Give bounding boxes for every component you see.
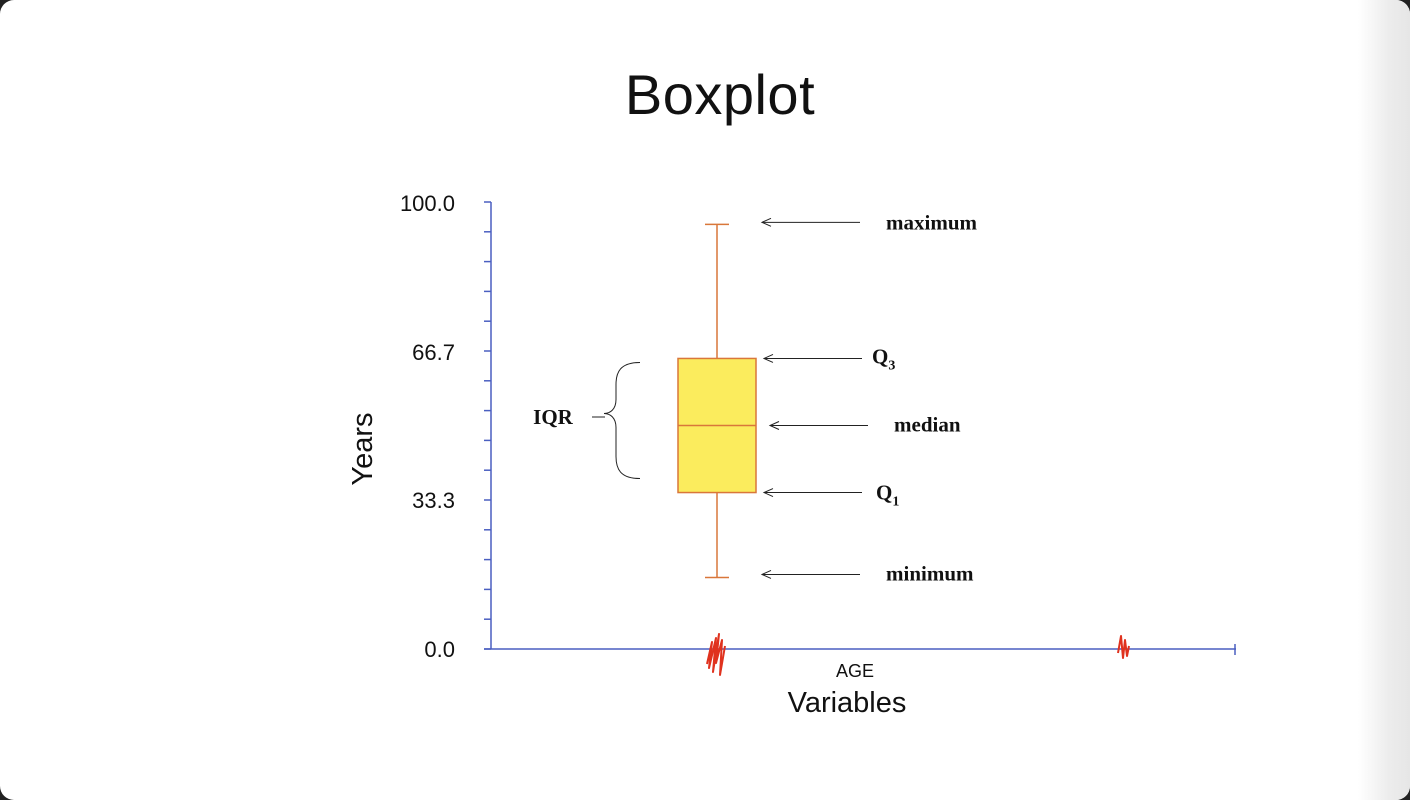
y-tick-label-100: 100.0 <box>400 191 455 216</box>
y-tick-label-0: 0.0 <box>424 637 455 662</box>
q1-label: Q1 <box>876 481 899 510</box>
q1-label-subscript: 1 <box>892 495 899 510</box>
q1-label-letter: Q <box>876 481 892 505</box>
minimum-label: minimum <box>886 561 974 585</box>
iqr-label: IQR <box>533 405 574 429</box>
y-axis-ticks <box>484 201 491 650</box>
q3-label: Q3 <box>872 344 895 373</box>
q3-label-letter: Q <box>872 344 888 368</box>
pen-scribble-left <box>706 633 726 676</box>
pen-scribble-right <box>1117 635 1130 659</box>
q3-label-subscript: 3 <box>888 358 895 373</box>
minimum-arrowhead <box>760 570 772 579</box>
maximum-arrowhead <box>760 217 772 227</box>
q3-arrowhead <box>762 353 774 363</box>
maximum-label: maximum <box>886 210 978 234</box>
x-axis-title: Variables <box>788 687 907 719</box>
median-label: median <box>894 413 961 437</box>
x-category-label-age: AGE <box>836 661 874 681</box>
q1-arrowhead <box>762 488 774 498</box>
y-axis-title: Years <box>347 412 379 485</box>
iqr-brace <box>603 361 641 480</box>
slide-title: Boxplot <box>624 63 816 126</box>
slide-edge-shadow <box>1358 0 1410 800</box>
y-tick-label-33-3: 33.3 <box>412 488 455 513</box>
y-tick-label-66-7: 66.7 <box>412 340 455 365</box>
median-arrowhead <box>768 421 780 430</box>
